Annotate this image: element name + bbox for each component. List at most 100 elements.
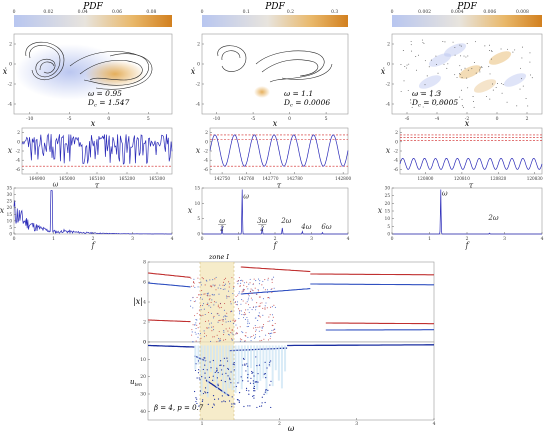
bif-point [232,323,234,325]
bif-point [243,314,245,316]
y-tick-label: 30 [7,192,13,197]
bif-point [211,326,213,328]
y-tick-label: 2 [9,42,12,48]
bif-point [271,281,273,283]
bif-point [247,336,249,338]
bif-point [259,340,261,342]
bif-point [191,329,193,331]
bif-point [237,280,239,282]
bif-point [270,306,272,308]
bif-point [193,281,195,283]
x-tick-label: 142750 [214,176,230,181]
bif-lower-point [252,382,255,384]
orbit-point [441,101,442,103]
phase-panel-middle: PDF 0 0.1 0.2 0.3 ω = 1.1 Dc = 0.0006 -10 -5… [191,2,349,128]
bif-point [254,287,256,289]
bif-point [201,294,203,296]
bif-point [200,304,202,307]
bif-point [261,327,263,329]
bif-point [249,282,251,284]
bif-lower-point [263,393,265,395]
bif-point [223,284,226,287]
bif-point [228,281,230,283]
bif-point [205,279,207,281]
plot-area [21,127,173,175]
bif-point [271,279,273,281]
orbit-point [424,84,426,86]
x-tick-label: -6 [405,116,410,122]
bif-point [261,284,263,286]
bif-shade [206,345,209,398]
bif-point [258,305,260,307]
bif-lower-point [267,389,269,391]
bif-point [248,311,250,313]
y-tick-label: 2 [387,42,390,48]
bif-point [252,283,255,285]
bif-shade [256,345,259,390]
bif-point [224,277,227,279]
y-axis-label: x [378,206,383,215]
bif-point [264,289,266,291]
bif-shade [253,345,256,388]
bif-point [194,331,196,333]
bif-point [270,332,272,335]
bif-point [243,284,245,286]
bif-params: β = 4, p = 0.7 [153,404,204,412]
bif-point [239,313,241,315]
x-tick-label: 165000 [59,176,75,181]
bif-point [219,284,221,286]
bif-point [235,319,237,321]
x-axis-label: x [91,119,96,128]
pdf-cloud [400,39,533,108]
orbit-point [463,55,465,57]
dc-label: Dc = 0.0005 [411,98,458,109]
bif-point [252,334,255,336]
y-tick-label: 0 [387,62,390,68]
bif-point [267,297,269,299]
bif-point [198,309,200,311]
x-axis-label: τ [277,181,282,190]
bif-point [236,332,238,334]
bif-point [247,309,249,311]
bif-point [200,281,202,283]
y-tick-label: -4 [16,158,21,164]
bif-point [204,332,206,334]
bif-lower-point [238,400,240,402]
bif-lower-point [224,381,226,383]
bif-point [220,288,222,290]
bif-point [209,285,211,287]
y-tick-label: 30 [385,186,391,191]
bif-shade [197,345,200,365]
bif-branch [148,319,191,323]
bif-lower-point [243,358,245,361]
orbit-point [454,54,456,56]
bif-point [236,333,239,335]
bif-point [244,340,246,342]
bif-point [247,299,249,301]
bif-point [226,312,228,314]
bif-lower-point [207,403,209,406]
bif-point [213,336,215,338]
bif-lower-point [247,373,249,376]
x-tick-label: -10 [213,116,220,122]
bif-point [273,287,275,289]
orbit-point [406,67,407,69]
bif-lower-point [246,363,248,365]
bif-point [248,297,250,299]
y-tick-label: -4 [196,102,201,108]
bif-point [253,278,255,280]
bif-point [210,285,212,287]
bif-point [223,339,225,341]
orbit-point [466,77,468,79]
bif-point [225,339,227,341]
y-tick-label: 6 [143,280,146,286]
bif-lower-point [256,381,258,383]
bif-point [227,333,230,335]
bif-lower-point [195,400,197,403]
bif-lower-ylabel: uten [130,378,142,388]
bif-point [195,318,197,321]
colorbar-tick-label: 0.08 [146,9,156,15]
bif-shade [240,345,243,390]
series-line [399,158,543,170]
